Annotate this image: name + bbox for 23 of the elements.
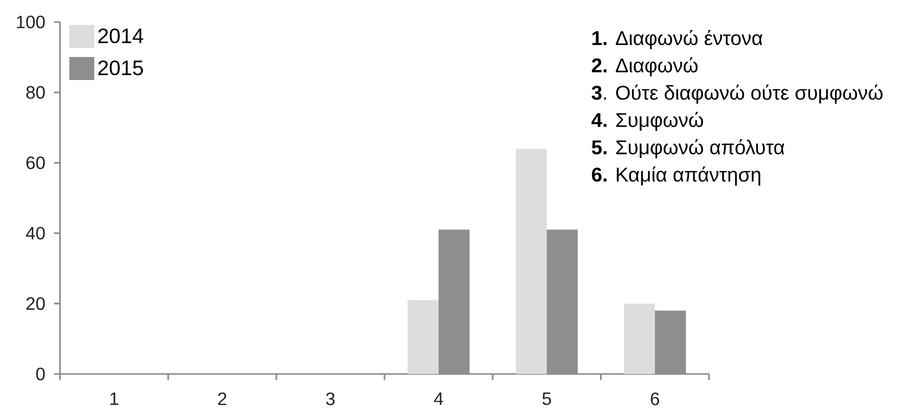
- annotation: 2. Διαφωνώ: [592, 57, 698, 76]
- x-tick-label: 2: [218, 392, 226, 406]
- y-tick-label: 80: [26, 86, 45, 99]
- bar: [624, 304, 655, 374]
- x-tick-label: 5: [542, 392, 551, 406]
- annotation: 3. Ούτε διαφωνώ ούτε συμφωνώ: [592, 84, 883, 104]
- annotation: 4. Συμφωνώ: [592, 112, 704, 132]
- bar: [516, 148, 547, 374]
- y-tick-label: 20: [26, 297, 45, 310]
- x-tick-label: 3: [326, 392, 335, 406]
- x-tick-label: 1: [110, 392, 118, 405]
- y-tick-label: 40: [26, 226, 45, 240]
- bar: [408, 300, 439, 374]
- x-tick-label: 4: [434, 392, 444, 405]
- y-tick-label: 100: [16, 16, 45, 28]
- y-tick-label: 60: [26, 156, 45, 170]
- legend-label: 2015: [98, 60, 143, 76]
- y-tick-label: 0: [36, 368, 45, 380]
- x-tick-label: 6: [650, 392, 660, 406]
- annotation: 6. Καμία απάντηση: [592, 166, 760, 186]
- annotation: 5. Συμφωνώ απόλυτα: [592, 139, 784, 158]
- annotation: 1. Διαφωνώ έντονα: [592, 30, 762, 50]
- legend-label: 2014: [98, 28, 144, 44]
